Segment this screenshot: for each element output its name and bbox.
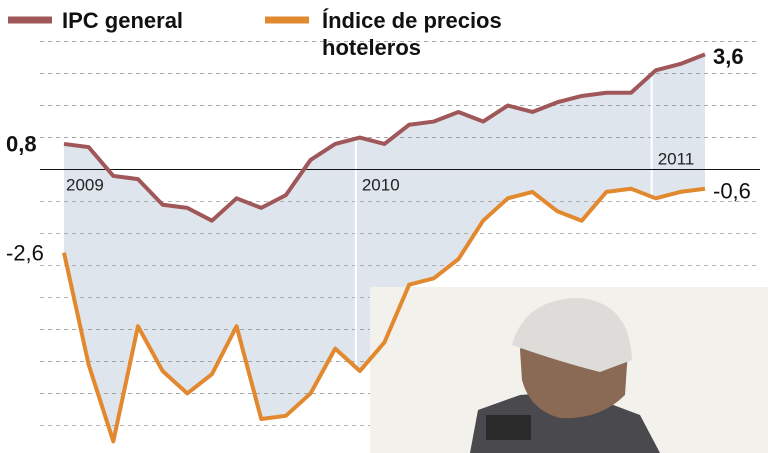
chart: 2009 2010 2011 0,8 3,6 -2,6 -0,6 IPC general Í… (0, 0, 768, 453)
x-tick-label: 2009 (66, 175, 104, 194)
data-label: -2,6 (6, 241, 44, 266)
legend-label: Índice de precios hoteleros (322, 7, 532, 61)
legend-label: IPC general (62, 7, 183, 34)
x-tick-label: 2010 (362, 175, 400, 194)
x-tick-label: 2011 (658, 149, 695, 168)
data-label: -0,6 (713, 179, 751, 204)
chart-svg: 2009 2010 2011 0,8 3,6 -2,6 -0,6 (0, 0, 768, 453)
photo (370, 287, 768, 453)
data-label: 0,8 (6, 132, 37, 157)
data-label: 3,6 (713, 44, 744, 69)
